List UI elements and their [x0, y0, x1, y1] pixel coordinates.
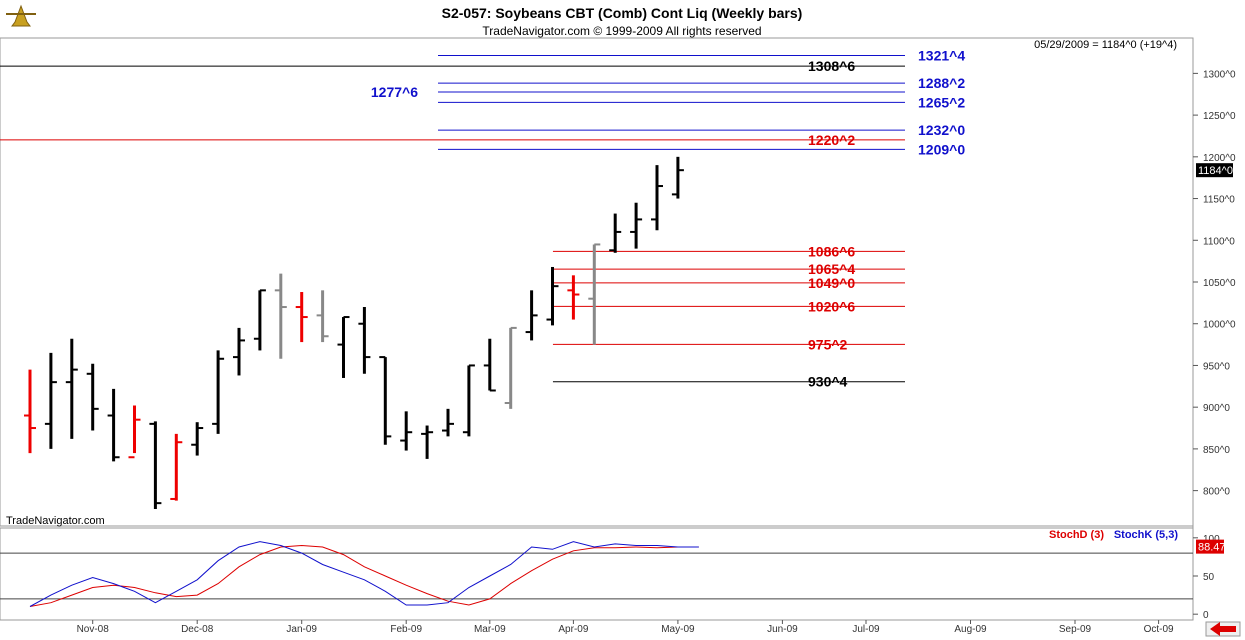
indicator-series-line	[29, 541, 699, 607]
time-tick-label: Oct-09	[1144, 624, 1174, 635]
legend-stochk: StochK (5,3)	[1114, 529, 1179, 541]
scroll-back-button[interactable]	[1205, 621, 1241, 637]
last-price-box	[1196, 163, 1233, 178]
price-tick-label: 850^0	[1203, 445, 1230, 456]
time-tick-label: May-09	[661, 624, 695, 635]
indicator-last-label: 88.47	[1198, 542, 1226, 554]
price-level-label: 1220^2	[808, 132, 855, 148]
price-level-label: 1086^6	[808, 243, 855, 259]
copyright-text: TradeNavigator.com © 1999-2009 All right…	[482, 24, 761, 38]
last-price-label: 1184^0	[1198, 165, 1233, 177]
watermark: TradeNavigator.com	[6, 515, 105, 527]
price-tick-label: 900^0	[1203, 403, 1230, 414]
chart-frame	[0, 37, 1194, 621]
time-axis: Nov-08 Dec-08 Jan-09 Feb-09 Mar-09 Apr-09 May-…	[77, 620, 1174, 635]
time-tick-label: Jul-09	[852, 624, 880, 635]
time-tick-label: Nov-08	[77, 624, 110, 635]
indicator-last-marker: 88.47	[1196, 539, 1226, 554]
price-tick-label: 1200^0	[1203, 153, 1236, 164]
price-tick-label: 800^0	[1203, 487, 1230, 498]
arrow-left-icon	[1210, 622, 1236, 636]
time-tick-label: Dec-08	[181, 624, 214, 635]
price-levels: 1321^4 1308^6 1288^2 1277^6 1265^2 1232^0 1220…	[0, 47, 965, 390]
price-level-label: 1288^2	[918, 75, 965, 91]
price-tick-label: 1300^0	[1203, 69, 1236, 80]
price-tick-label: 1100^0	[1203, 236, 1235, 247]
indicator-guides	[0, 552, 1193, 600]
price-tick-label: 1000^0	[1203, 320, 1236, 331]
indicator-tick-label: 50	[1203, 572, 1215, 583]
indicator-panel	[0, 527, 1194, 621]
price-level-label: 1265^2	[918, 94, 965, 110]
time-tick-label: Feb-09	[390, 624, 422, 635]
price-bars	[24, 156, 684, 509]
time-tick-label: Jan-09	[286, 624, 317, 635]
indicator-series	[29, 541, 699, 607]
price-tick-label: 1150^0	[1203, 195, 1235, 206]
price-level-label: 1049^0	[808, 275, 855, 291]
indicator-tick-label: 0	[1203, 610, 1209, 621]
time-tick-label: Aug-09	[954, 624, 987, 635]
price-level-label: 1065^4	[808, 261, 855, 277]
indicator-last-box	[1196, 539, 1224, 554]
price-axis: 800^0 850^0 900^0 950^0 1000^0 1050^0 1100^0 11…	[1193, 69, 1236, 498]
indicator-tick-label: 100	[1203, 534, 1220, 545]
price-level-label: 1232^0	[918, 122, 965, 138]
price-level-label: 1020^6	[808, 298, 855, 314]
time-tick-label: Jun-09	[767, 624, 798, 635]
price-level-label: 1321^4	[918, 47, 965, 63]
app-logo[interactable]	[6, 4, 36, 27]
price-level-label: 1277^6	[371, 84, 418, 100]
logo-scales-icon	[11, 4, 31, 27]
indicator-series-line	[29, 544, 699, 607]
last-price-marker: 1184^0	[1196, 163, 1233, 178]
chart-title: S2-057: Soybeans CBT (Comb) Cont Liq (We…	[442, 5, 803, 21]
price-tick-label: 950^0	[1203, 361, 1230, 372]
price-readout: 05/29/2009 = 1184^0 (+19^4)	[1034, 39, 1177, 51]
main-panel	[0, 37, 1194, 527]
time-tick-label: Sep-09	[1059, 624, 1092, 635]
time-tick-label: Mar-09	[474, 624, 506, 635]
price-level-label: 1209^0	[918, 141, 965, 157]
price-tick-label: 1050^0	[1203, 278, 1236, 289]
legend-stochd: StochD (3)	[1049, 529, 1104, 541]
price-level-label: 1308^6	[808, 58, 855, 74]
price-level-label: 930^4	[808, 374, 848, 390]
price-tick-label: 1250^0	[1203, 111, 1236, 122]
price-level-label: 975^2	[808, 336, 848, 352]
indicator-axis: 0 50 100	[1193, 534, 1220, 621]
time-tick-label: Apr-09	[558, 624, 588, 635]
